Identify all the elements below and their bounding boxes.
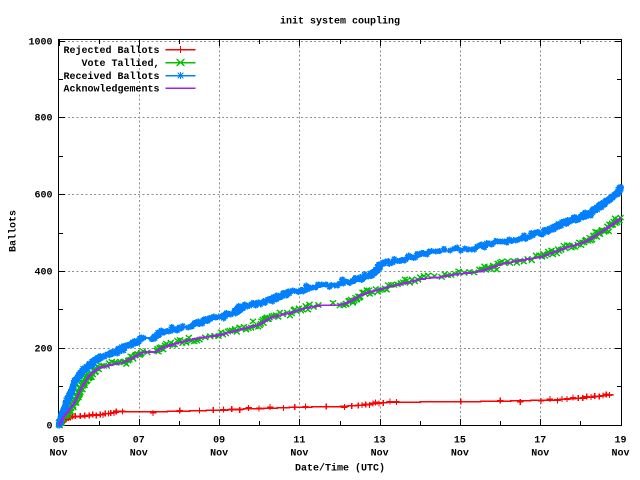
svg-text:11: 11 <box>293 436 305 447</box>
svg-text:Nov: Nov <box>451 449 469 460</box>
svg-text:Acknowledgements: Acknowledgements <box>63 83 159 95</box>
svg-text:400: 400 <box>34 268 52 279</box>
svg-text:13: 13 <box>374 436 386 447</box>
svg-text:15: 15 <box>454 436 466 447</box>
svg-text:Ballots: Ballots <box>8 210 20 252</box>
svg-text:19: 19 <box>614 436 626 447</box>
svg-text:Nov: Nov <box>290 449 308 460</box>
svg-text:Rejected Ballots: Rejected Ballots <box>63 45 159 57</box>
svg-text:07: 07 <box>133 436 145 447</box>
svg-text:600: 600 <box>34 191 52 202</box>
svg-text:Nov: Nov <box>531 449 549 460</box>
svg-text:Nov: Nov <box>210 449 228 460</box>
svg-text:0: 0 <box>46 422 52 433</box>
svg-text:17: 17 <box>534 436 546 447</box>
svg-text:Nov: Nov <box>371 449 389 460</box>
svg-text:Received Ballots: Received Ballots <box>63 71 159 83</box>
svg-text:800: 800 <box>34 114 52 125</box>
svg-text:1000: 1000 <box>28 38 52 49</box>
svg-text:Nov: Nov <box>49 449 67 460</box>
svg-text:Nov: Nov <box>611 449 629 460</box>
svg-text:200: 200 <box>34 345 52 356</box>
svg-text:init system coupling: init system coupling <box>280 16 400 28</box>
svg-text:Date/Time (UTC): Date/Time (UTC) <box>295 463 385 475</box>
svg-text:09: 09 <box>213 436 225 447</box>
svg-text:Nov: Nov <box>130 449 148 460</box>
svg-text:Vote Tallied,: Vote Tallied, <box>81 58 159 70</box>
svg-text:05: 05 <box>52 436 64 447</box>
